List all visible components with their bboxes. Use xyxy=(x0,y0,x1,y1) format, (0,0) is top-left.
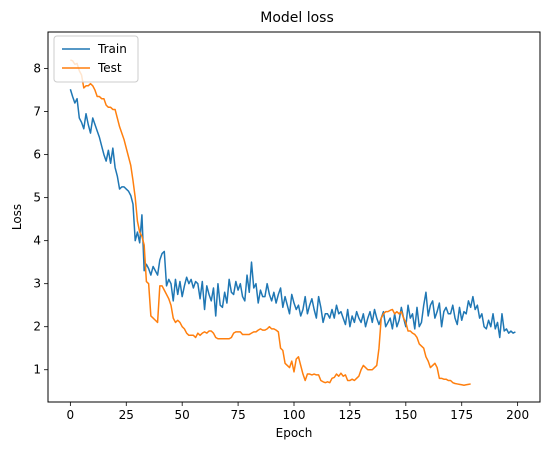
x-tick-label: 125 xyxy=(338,408,361,422)
x-tick-label: 200 xyxy=(506,408,529,422)
x-tick-label: 175 xyxy=(450,408,473,422)
legend-label-test: Test xyxy=(97,61,122,75)
legend-label-train: Train xyxy=(97,42,127,56)
legend-box xyxy=(53,35,139,83)
y-axis-ticks: 1 2 3 4 5 6 7 8 xyxy=(33,62,48,377)
x-tick-label: 100 xyxy=(283,408,306,422)
legend: Train Test xyxy=(53,35,139,83)
y-tick-label: 5 xyxy=(33,191,41,205)
x-tick-label: 150 xyxy=(394,408,417,422)
x-tick-label: 75 xyxy=(230,408,245,422)
x-tick-label: 0 xyxy=(67,408,75,422)
x-tick-label: 50 xyxy=(175,408,190,422)
axes-frame xyxy=(47,31,541,403)
y-tick-label: 4 xyxy=(33,234,41,248)
series-line-test xyxy=(70,59,471,386)
x-tick-label: 25 xyxy=(119,408,134,422)
chart-title: Model loss xyxy=(260,10,334,26)
y-tick-label: 3 xyxy=(33,277,41,291)
plot-area xyxy=(69,59,516,386)
y-tick-label: 1 xyxy=(33,363,41,377)
y-tick-label: 6 xyxy=(33,148,41,162)
series-line-train xyxy=(69,89,516,339)
y-tick-label: 7 xyxy=(33,105,41,119)
y-tick-label: 8 xyxy=(33,62,41,76)
x-axis-ticks: 0 25 50 75 100 125 150 175 200 xyxy=(67,402,529,422)
y-axis-label: Loss xyxy=(10,204,24,230)
x-axis-label: Epoch xyxy=(276,426,313,440)
y-tick-label: 2 xyxy=(33,320,41,334)
